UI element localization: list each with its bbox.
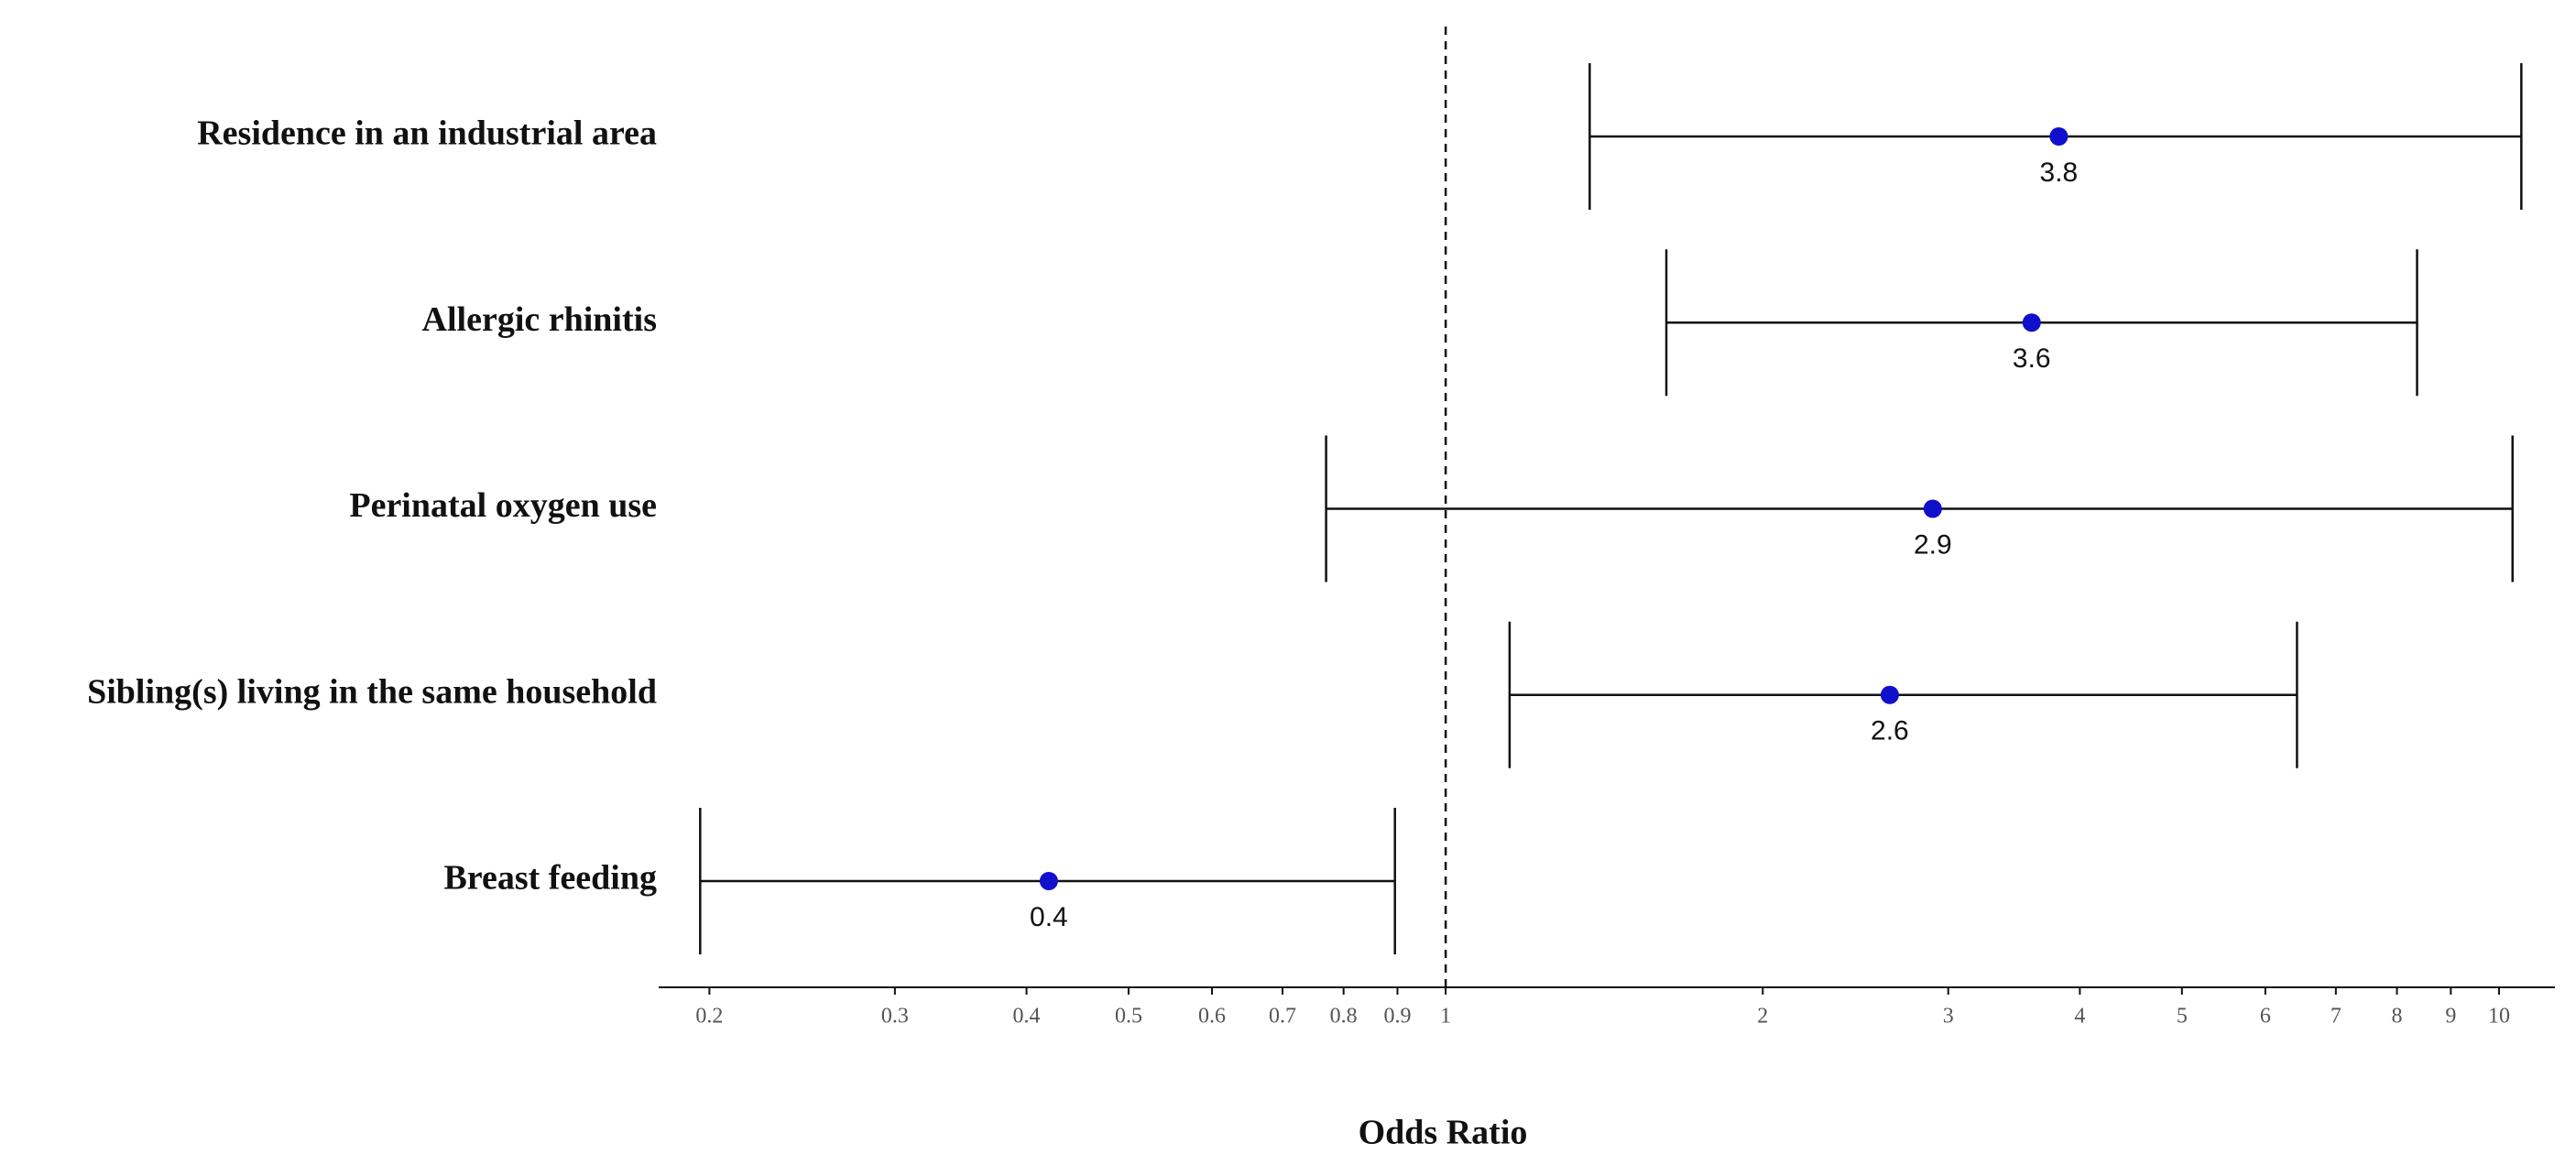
x-tick-label: 0.5: [1115, 1005, 1142, 1029]
value-label: 3.6: [2013, 343, 2051, 374]
x-tick-label: 6: [2260, 1005, 2271, 1029]
x-tick-label: 8: [2392, 1005, 2403, 1029]
x-tick-label: 9: [2445, 1005, 2456, 1029]
x-tick-label: 3: [1943, 1005, 1954, 1029]
value-label: 3.8: [2040, 158, 2079, 188]
point-estimate: [2049, 127, 2068, 146]
point-estimate: [1880, 685, 1899, 704]
point-estimate: [2022, 313, 2041, 332]
x-axis-title: Odds Ratio: [1359, 1114, 1528, 1152]
x-tick-label: 10: [2488, 1005, 2510, 1029]
category-label: Breast feeding: [443, 859, 657, 898]
x-tick-label: 2: [1757, 1005, 1768, 1029]
value-label: 2.6: [1871, 716, 1909, 746]
value-label: 0.4: [1030, 902, 1068, 932]
x-tick-label: 0.3: [881, 1005, 909, 1029]
x-tick-label: 5: [2177, 1005, 2188, 1029]
category-label: Allergic rhinitis: [422, 300, 657, 339]
point-estimate: [1039, 872, 1058, 890]
point-estimate: [1923, 499, 1942, 518]
x-tick-label: 7: [2330, 1005, 2341, 1029]
value-label: 2.9: [1914, 529, 1952, 560]
x-tick-label: 0.6: [1198, 1005, 1226, 1029]
category-label: Perinatal oxygen use: [349, 486, 657, 525]
x-tick-label: 0.2: [695, 1005, 723, 1029]
category-label: Residence in an industrial area: [197, 114, 657, 153]
category-label: Sibling(s) living in the same household: [87, 672, 657, 711]
x-tick-label: 0.8: [1330, 1005, 1358, 1029]
x-tick-label: 1: [1440, 1005, 1451, 1029]
x-tick-label: 0.4: [1013, 1005, 1041, 1029]
x-tick-label: 0.9: [1383, 1005, 1411, 1029]
x-tick-label: 4: [2074, 1005, 2085, 1029]
x-tick-label: 0.7: [1269, 1005, 1296, 1029]
